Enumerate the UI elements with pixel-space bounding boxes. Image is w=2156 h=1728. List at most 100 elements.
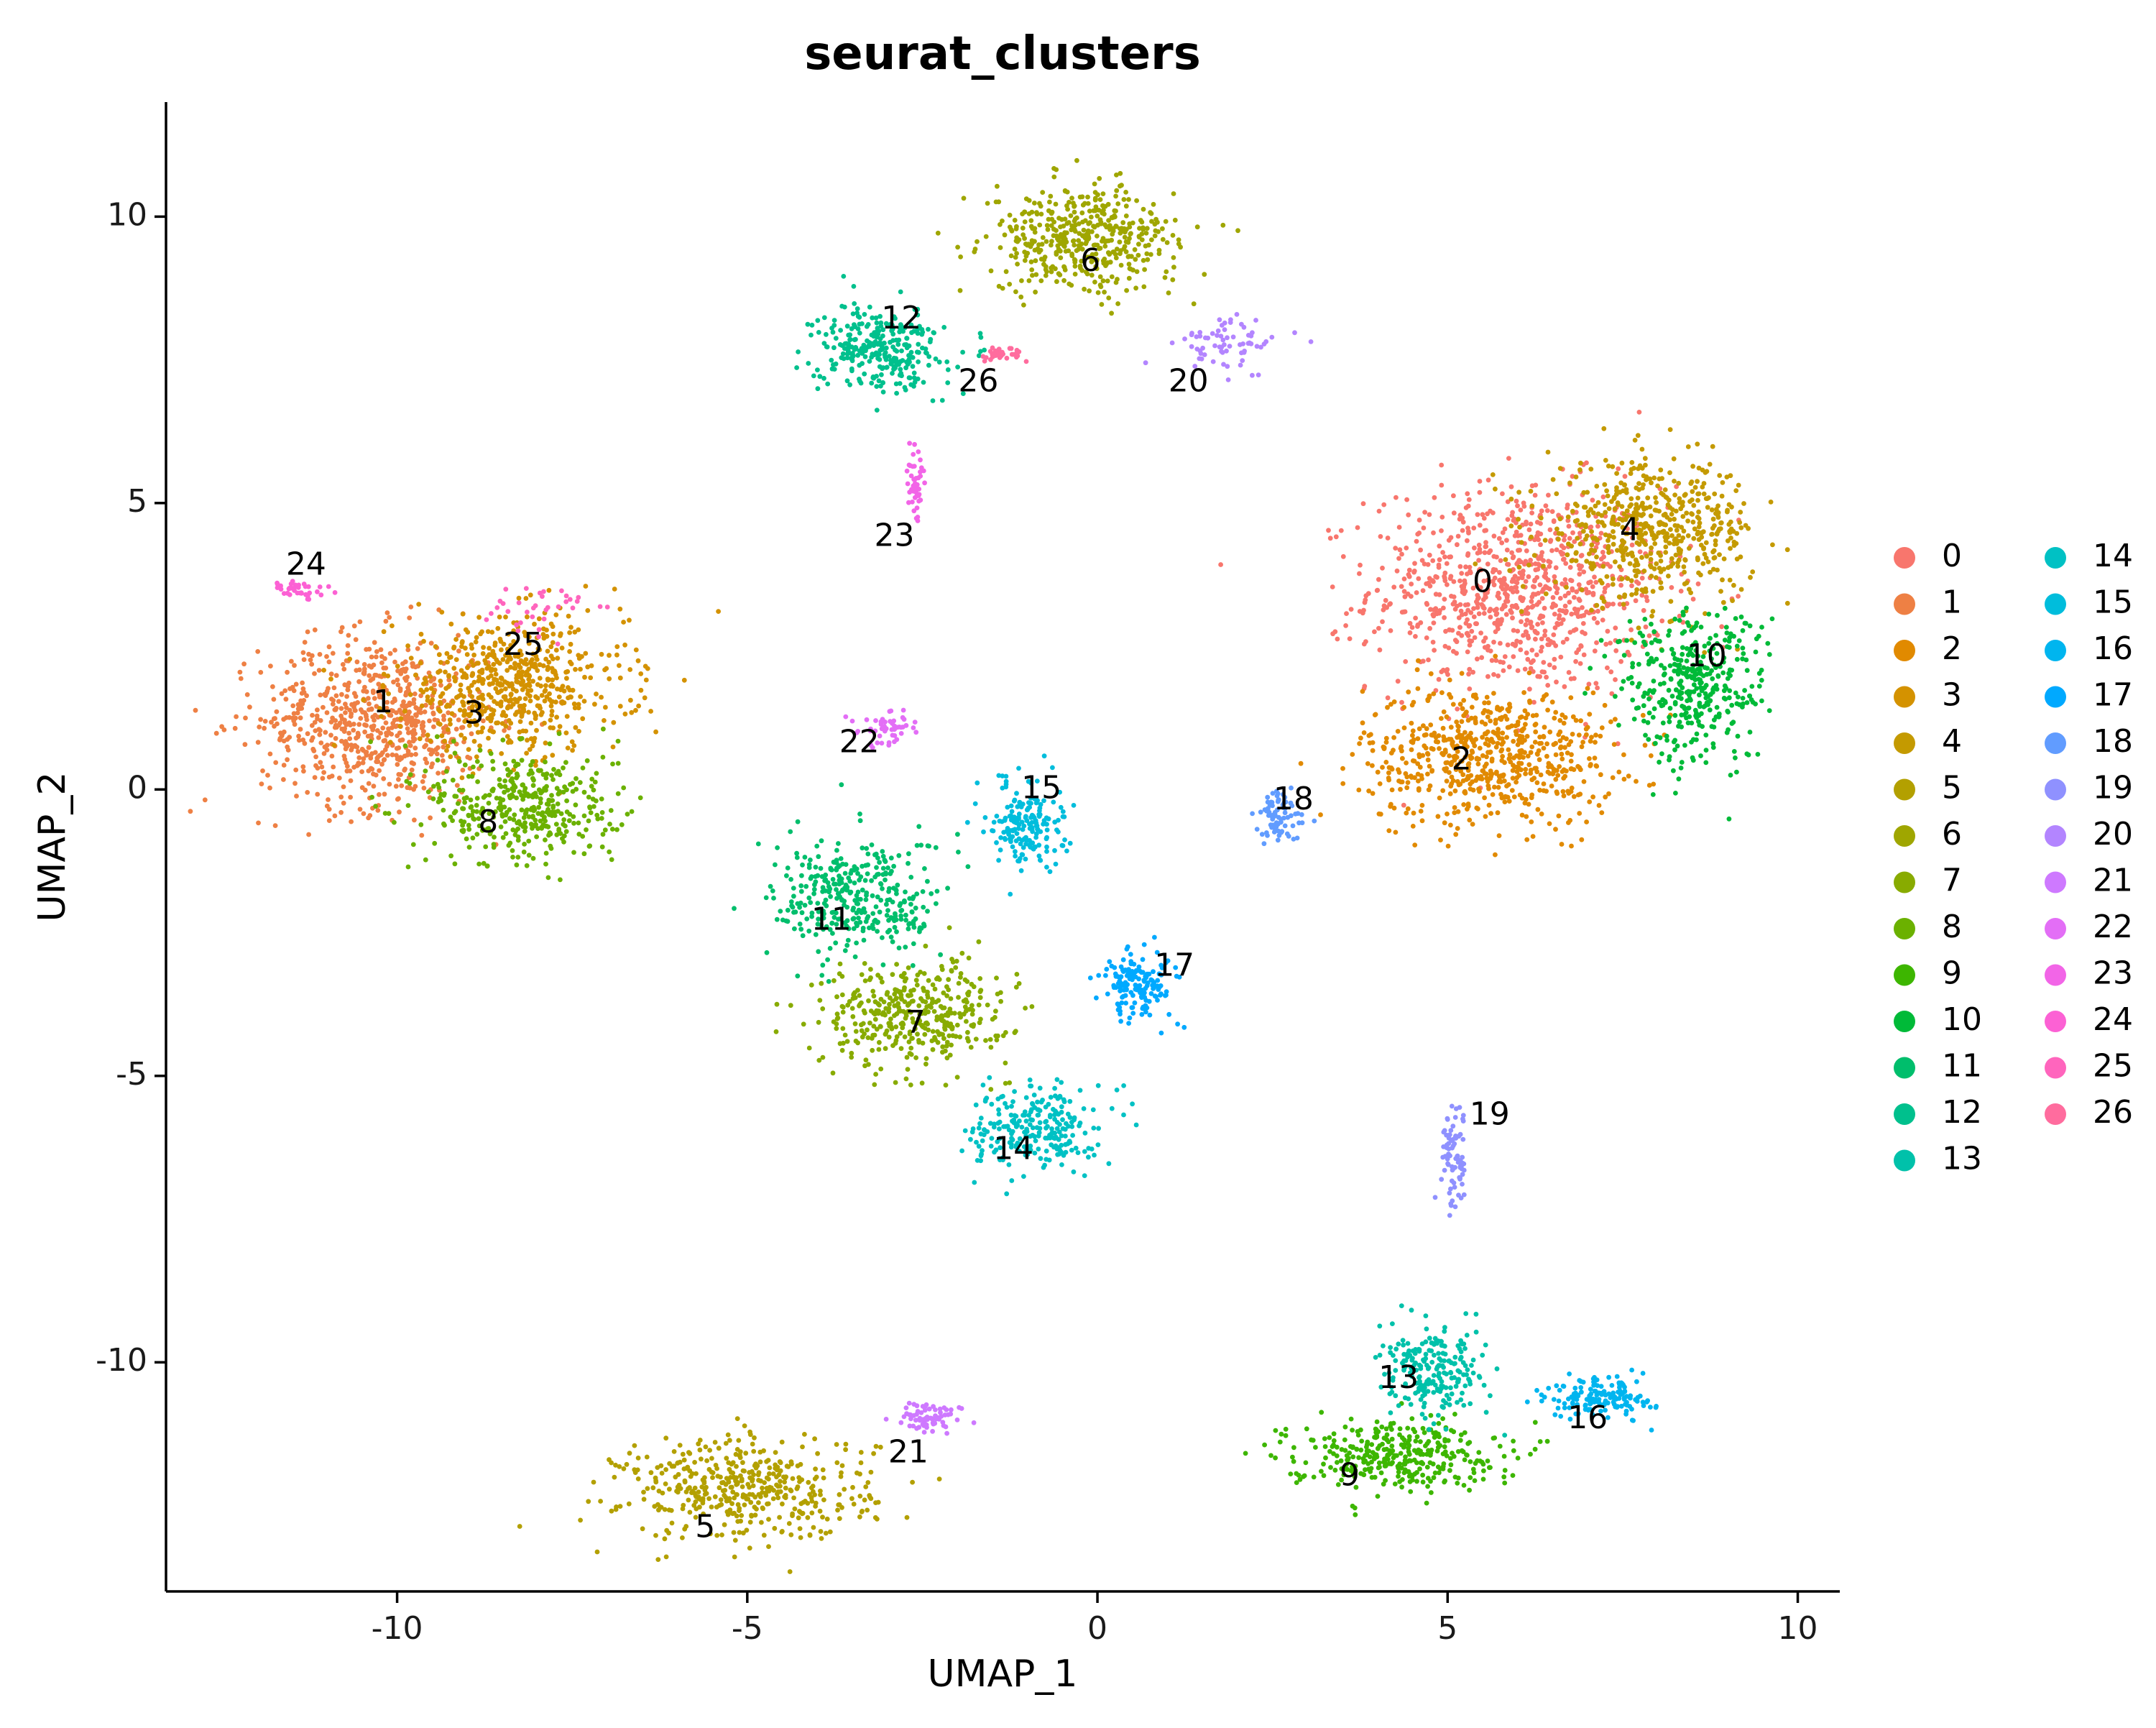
data-point [530,651,536,657]
data-point [1641,473,1646,479]
data-point [898,1046,904,1052]
data-point [438,660,443,665]
data-point [1640,712,1646,718]
data-point [1577,791,1583,797]
data-point [837,1492,842,1497]
data-point [259,781,264,786]
data-point [819,1536,824,1541]
data-point [727,1466,732,1472]
data-point [1056,216,1061,221]
data-point [852,990,857,996]
data-point [1389,766,1395,772]
data-point [1498,640,1503,646]
data-point [1577,811,1583,816]
data-point [1727,577,1733,583]
data-point [489,666,494,672]
data-point [1523,622,1529,628]
data-point [1533,567,1539,573]
data-point [1533,592,1539,597]
data-point [1537,582,1543,587]
data-point [883,1006,889,1011]
data-point [1720,577,1725,583]
data-point [1455,762,1460,768]
data-point [1573,658,1579,664]
data-point [1637,549,1643,554]
data-point [1122,234,1128,240]
data-point [517,704,522,709]
data-point [740,1468,746,1474]
data-point [1625,526,1630,531]
data-point [491,661,497,667]
data-point [1715,513,1720,518]
data-point [1424,726,1429,732]
data-point [544,633,550,639]
data-point [1618,582,1624,588]
data-point [466,723,472,728]
data-point [1516,740,1522,745]
data-point [1625,649,1631,655]
data-point [1516,760,1522,766]
data-point [1422,561,1427,566]
data-point [607,676,612,681]
data-point [290,703,296,709]
data-point [376,735,382,740]
data-point [576,705,581,711]
data-point [1399,748,1404,754]
data-point [1607,533,1613,539]
data-point [1628,551,1634,556]
data-point [1657,508,1662,514]
data-point [1416,658,1421,663]
data-point [395,796,400,802]
data-point [1557,596,1563,601]
data-point [1096,208,1102,213]
data-point [570,748,575,753]
data-point [1521,633,1526,638]
data-point [1357,571,1362,576]
data-point [1473,715,1478,721]
data-point [1069,196,1074,201]
data-point [872,1515,878,1520]
data-point [313,754,318,760]
data-point [445,659,450,665]
data-point [1572,606,1577,612]
data-point [1658,467,1664,473]
data-point [559,645,565,651]
data-point [842,1032,848,1038]
data-point [1659,476,1665,481]
data-point [1598,556,1604,562]
data-point [428,686,434,691]
data-point [465,665,470,671]
data-point [1361,730,1367,735]
data-point [875,973,880,978]
data-point [993,1008,998,1014]
data-point [539,693,545,698]
data-point [1067,281,1072,287]
data-point [1500,587,1506,592]
data-point [506,631,511,637]
data-point [312,671,317,676]
data-point [1092,196,1098,201]
data-point [1588,762,1593,767]
data-point [1465,776,1471,781]
data-point [970,1024,976,1029]
data-point [1466,761,1472,766]
data-point [441,807,446,813]
data-point [1524,617,1530,623]
data-point [1684,580,1690,586]
data-point [427,718,432,724]
data-point [1573,558,1579,564]
data-point [1590,690,1596,696]
data-point [956,980,962,986]
data-point [1577,467,1583,472]
data-point [1712,555,1718,561]
data-point [1498,558,1503,564]
data-point [550,725,556,731]
data-point [1401,576,1407,582]
data-point [1634,587,1640,592]
data-point [428,815,433,821]
data-point [700,1500,706,1506]
data-point [1725,507,1731,513]
data-point [1171,255,1176,260]
data-point [427,747,432,753]
